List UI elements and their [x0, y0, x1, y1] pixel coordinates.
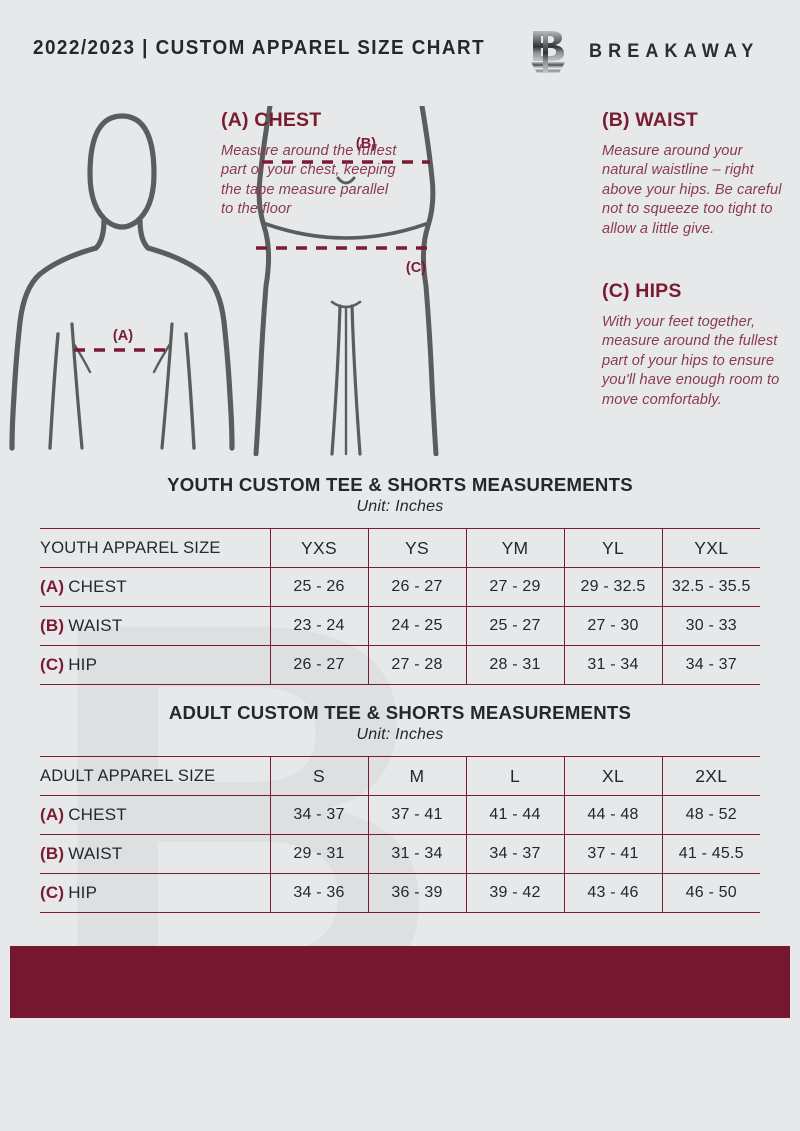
cell-adult-waist-l: 34 - 37: [465, 834, 564, 874]
adult-table-block: ADULT CUSTOM TEE & SHORTS MEASUREMENTS U…: [40, 702, 760, 913]
row-label-text: CHEST: [68, 805, 127, 824]
cell-youth-hip-ys: 27 - 28: [367, 645, 466, 685]
youth-size-table: YOUTH APPAREL SIZE YXS YS YM YL YXL (A) C…: [40, 528, 760, 685]
upper-body-outline-figure: (A): [9, 113, 235, 451]
size-header-yxl: YXL: [661, 528, 760, 568]
cell-adult-hip-2xl: 46 - 50: [661, 873, 760, 913]
cell-adult-chest-2xl: 48 - 52: [661, 795, 760, 835]
brand-name: BREAKAWAY: [588, 41, 760, 62]
cell-youth-chest-yl: 29 - 32.5: [563, 567, 662, 607]
cell-adult-hip-xl: 43 - 46: [563, 873, 662, 913]
row-marker-a: (A): [40, 577, 65, 596]
callout-hips-body: With your feet together, measure around …: [602, 314, 780, 408]
lower-body-outline-figure: (B) (C): [253, 103, 439, 457]
row-label-hip: (C) HIP: [40, 645, 271, 685]
size-header-2xl: 2XL: [661, 756, 760, 796]
row-label-text: HIP: [68, 655, 98, 674]
row-marker-a: (A): [40, 805, 65, 824]
row-marker-c: (C): [40, 883, 65, 902]
callout-waist: (B) WAIST Measure around your natural wa…: [602, 109, 782, 239]
youth-table-block: YOUTH CUSTOM TEE & SHORTS MEASUREMENTS U…: [40, 474, 760, 685]
table-row: (B) WAIST 23 - 24 24 - 25 25 - 27 27 - 30…: [40, 606, 760, 646]
adult-table-title: ADULT CUSTOM TEE & SHORTS MEASUREMENTS: [168, 702, 632, 723]
table-row: (A) CHEST 34 - 37 37 - 41 41 - 44 44 - 48…: [40, 795, 760, 835]
hips-marker-label: (C): [406, 260, 426, 276]
cell-adult-waist-s: 29 - 31: [269, 834, 368, 874]
cell-adult-chest-m: 37 - 41: [367, 795, 466, 835]
callout-chest-body: Measure around the fullest part of your …: [221, 143, 397, 218]
cell-youth-waist-ys: 24 - 25: [367, 606, 466, 646]
size-header-ys: YS: [367, 528, 466, 568]
footer-bar: [10, 946, 790, 1018]
cell-adult-hip-s: 34 - 36: [269, 873, 368, 913]
measurement-diagrams: (A) (B) (C) (A) CHEST Measure around the…: [0, 96, 800, 466]
cell-youth-hip-yl: 31 - 34: [563, 645, 662, 685]
size-header-xl: XL: [563, 756, 662, 796]
cell-adult-hip-l: 39 - 42: [465, 873, 564, 913]
size-header-l: L: [465, 756, 564, 796]
callout-hips-heading: (C) HIPS: [602, 280, 682, 302]
cell-adult-chest-l: 41 - 44: [465, 795, 564, 835]
cell-youth-waist-yl: 27 - 30: [563, 606, 662, 646]
cell-youth-hip-ym: 28 - 31: [465, 645, 564, 685]
page-title: 2022/2023 | CUSTOM APPAREL SIZE CHART: [33, 36, 486, 59]
row-label-text: WAIST: [68, 844, 123, 863]
row-label-text: CHEST: [68, 577, 127, 596]
cell-youth-chest-ys: 26 - 27: [367, 567, 466, 607]
cell-adult-hip-m: 36 - 39: [367, 873, 466, 913]
table-row: (A) CHEST 25 - 26 26 - 27 27 - 29 29 - 32…: [40, 567, 760, 607]
table-header-row: YOUTH APPAREL SIZE YXS YS YM YL YXL: [40, 528, 760, 568]
cell-adult-waist-xl: 37 - 41: [563, 834, 662, 874]
youth-table-title: YOUTH CUSTOM TEE & SHORTS MEASUREMENTS: [167, 474, 633, 495]
callout-waist-heading: (B) WAIST: [602, 109, 699, 131]
row-label-text: HIP: [68, 883, 98, 902]
adult-size-table: ADULT APPAREL SIZE S M L XL 2XL (A) CHEST…: [40, 756, 760, 913]
callout-chest: (A) CHEST Measure around the fullest par…: [221, 109, 401, 220]
cell-youth-waist-yxl: 30 - 33: [661, 606, 760, 646]
size-header-m: M: [367, 756, 466, 796]
size-header-s: S: [269, 756, 368, 796]
cell-adult-waist-2xl: 41 - 45.5: [661, 834, 760, 874]
row-label-hip: (C) HIP: [40, 873, 271, 913]
callout-waist-body: Measure around your natural waistline – …: [602, 143, 782, 237]
size-header-yl: YL: [563, 528, 662, 568]
breakaway-b-monogram-icon: [530, 31, 565, 73]
row-label-text: WAIST: [68, 616, 123, 635]
youth-table-unit: Unit: Inches: [356, 498, 444, 515]
cell-youth-waist-ym: 25 - 27: [465, 606, 564, 646]
youth-apparel-size-header: YOUTH APPAREL SIZE: [40, 528, 271, 568]
table-row: (C) HIP 26 - 27 27 - 28 28 - 31 31 - 34 3…: [40, 645, 760, 685]
cell-adult-chest-s: 34 - 37: [269, 795, 368, 835]
chest-marker-label: (A): [113, 328, 133, 344]
row-label-chest: (A) CHEST: [40, 567, 271, 607]
table-header-row: ADULT APPAREL SIZE S M L XL 2XL: [40, 756, 760, 796]
row-label-waist: (B) WAIST: [40, 834, 271, 874]
table-row: (C) HIP 34 - 36 36 - 39 39 - 42 43 - 46 4…: [40, 873, 760, 913]
row-marker-c: (C): [40, 655, 65, 674]
cell-youth-hip-yxs: 26 - 27: [269, 645, 368, 685]
cell-adult-chest-xl: 44 - 48: [563, 795, 662, 835]
size-header-ym: YM: [465, 528, 564, 568]
cell-adult-waist-m: 31 - 34: [367, 834, 466, 874]
row-marker-b: (B): [40, 616, 65, 635]
table-row: (B) WAIST 29 - 31 31 - 34 34 - 37 37 - 41…: [40, 834, 760, 874]
size-header-yxs: YXS: [269, 528, 368, 568]
cell-youth-hip-yxl: 34 - 37: [661, 645, 760, 685]
row-label-chest: (A) CHEST: [40, 795, 271, 835]
brand-logo: BREAKAWAY: [529, 28, 768, 76]
page-header: 2022/2023 | CUSTOM APPAREL SIZE CHART BR…: [0, 30, 800, 74]
callout-hips: (C) HIPS With your feet together, measur…: [602, 280, 788, 410]
row-label-waist: (B) WAIST: [40, 606, 271, 646]
cell-youth-chest-ym: 27 - 29: [465, 567, 564, 607]
cell-youth-waist-yxs: 23 - 24: [269, 606, 368, 646]
waist-marker-label: (B): [356, 136, 376, 152]
adult-apparel-size-header: ADULT APPAREL SIZE: [40, 756, 271, 796]
adult-table-unit: Unit: Inches: [356, 726, 444, 743]
row-marker-b: (B): [40, 844, 65, 863]
cell-youth-chest-yxl: 32.5 - 35.5: [661, 567, 760, 607]
callout-chest-heading: (A) CHEST: [221, 109, 322, 131]
cell-youth-chest-yxs: 25 - 26: [269, 567, 368, 607]
